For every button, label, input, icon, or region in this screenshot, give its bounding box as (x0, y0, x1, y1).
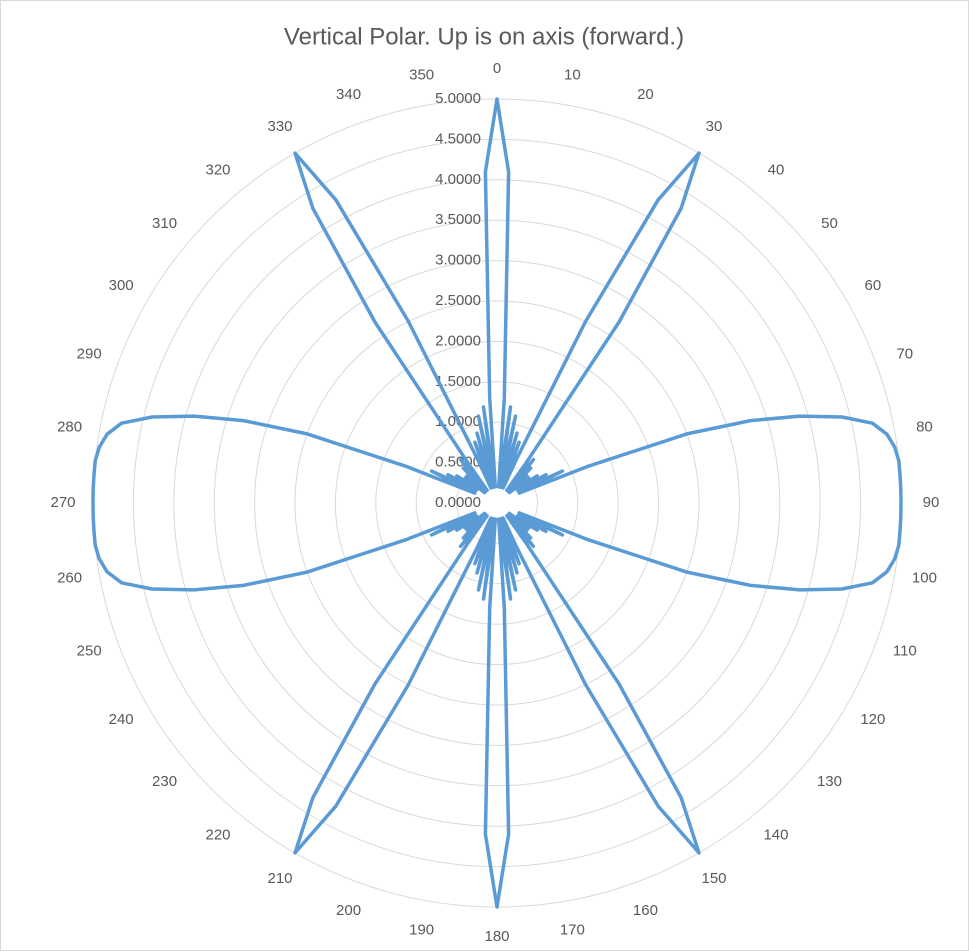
category-label: 240 (109, 711, 134, 728)
r-tick-label: 0.0000 (435, 494, 481, 511)
category-label: 170 (560, 921, 585, 938)
category-label: 220 (206, 826, 231, 843)
category-label: 120 (860, 711, 885, 728)
chart-title: Vertical Polar. Up is on axis (forward.) (284, 23, 684, 50)
category-label: 340 (336, 86, 361, 103)
category-label: 10 (564, 67, 581, 84)
category-label: 330 (267, 118, 292, 135)
category-label: 180 (484, 928, 509, 945)
category-label: 60 (865, 277, 882, 294)
category-label: 80 (916, 419, 933, 436)
category-label: 50 (821, 215, 838, 232)
r-tick-label: 3.5000 (435, 211, 481, 228)
category-label: 140 (763, 826, 788, 843)
category-label: 250 (77, 642, 102, 659)
r-tick-label: 3.0000 (435, 252, 481, 269)
category-label: 260 (57, 569, 82, 586)
category-label: 160 (633, 902, 658, 919)
series-line (91, 97, 903, 909)
category-label: 230 (152, 773, 177, 790)
grid-ring (173, 179, 821, 827)
grid-ring (456, 462, 538, 544)
grid-ring (254, 260, 740, 746)
grid-ring (294, 300, 700, 706)
category-label: 200 (336, 902, 361, 919)
r-tick-label: 1.5000 (435, 373, 481, 390)
category-label: 70 (896, 346, 913, 363)
grid-ring (415, 421, 579, 585)
category-label: 40 (768, 162, 785, 179)
category-label: 300 (109, 277, 134, 294)
r-tick-label: 5.0000 (435, 90, 481, 107)
category-label: 110 (893, 642, 917, 659)
r-tick-label: 4.5000 (435, 130, 481, 147)
grid-ring (213, 219, 781, 787)
category-label: 210 (267, 870, 292, 887)
grid-ring (375, 381, 619, 625)
category-label: 350 (409, 67, 434, 84)
category-label: 270 (50, 494, 75, 511)
r-tick-label: 4.0000 (435, 171, 481, 188)
category-label: 30 (706, 118, 723, 135)
category-label: 100 (912, 569, 937, 586)
category-label: 290 (77, 346, 102, 363)
category-label: 150 (701, 870, 726, 887)
category-label: 320 (206, 162, 231, 179)
category-label: 20 (637, 86, 654, 103)
category-label: 0 (493, 60, 501, 77)
grid-ring (334, 340, 660, 666)
r-tick-label: 2.5000 (435, 292, 481, 309)
category-label: 280 (57, 419, 82, 436)
category-label: 130 (817, 773, 842, 790)
category-label: 90 (923, 494, 940, 511)
grid-ring (132, 138, 862, 868)
category-label: 190 (409, 921, 434, 938)
category-label: 310 (152, 215, 177, 232)
r-tick-label: 2.0000 (435, 332, 481, 349)
